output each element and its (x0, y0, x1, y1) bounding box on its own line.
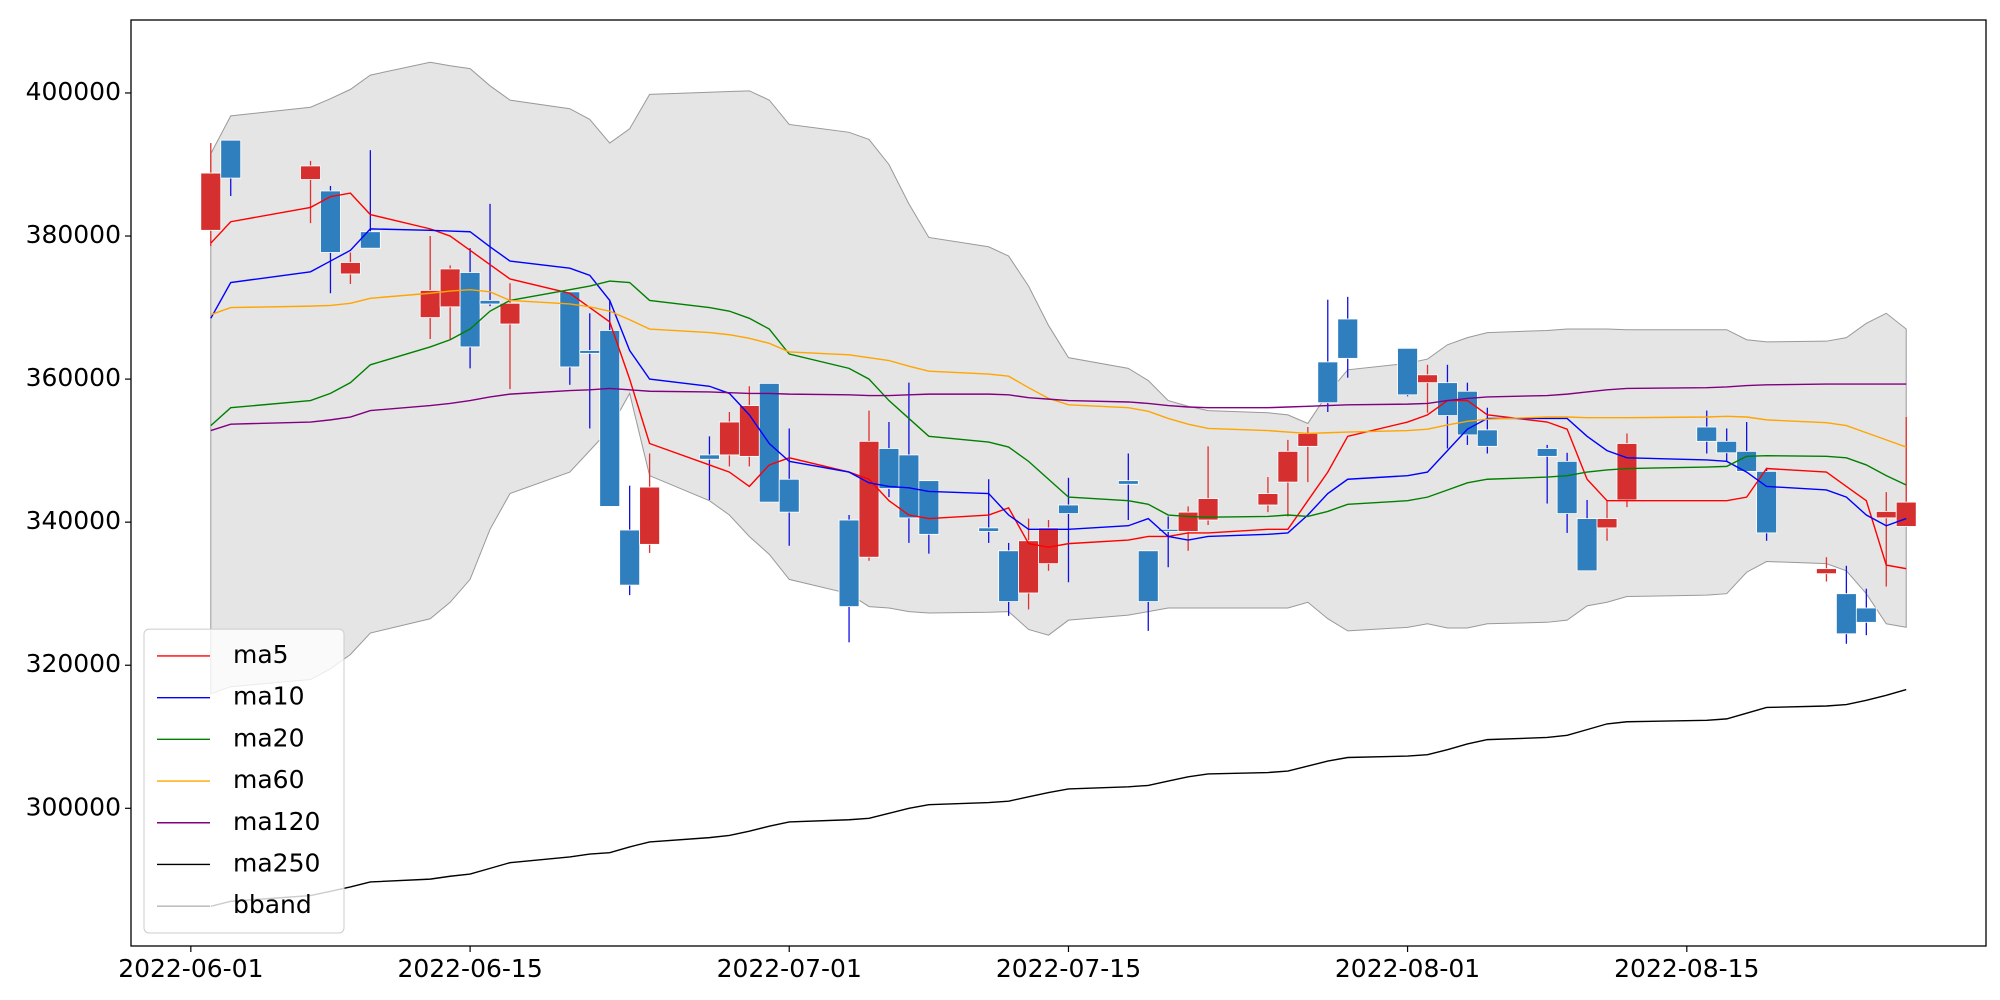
plot-frame (130, 19, 1987, 947)
candle-body (1855, 607, 1877, 623)
x-tick-label: 2022-06-15 (397, 954, 542, 983)
y-tick-label: 320000 (26, 649, 121, 678)
candle-body (918, 480, 940, 535)
candle-body (459, 272, 481, 348)
candle-body (1895, 501, 1917, 527)
candle-body (320, 190, 341, 253)
candle-body (778, 478, 800, 513)
legend-label: ma20 (233, 723, 304, 752)
candle-body (858, 440, 880, 558)
ma-line (210, 228, 1907, 541)
y-tick-label: 360000 (26, 363, 121, 392)
candle-body (599, 330, 621, 507)
candle-body (1457, 390, 1478, 436)
candle-body (978, 527, 1000, 532)
legend-label: ma60 (233, 765, 304, 794)
candle-body (898, 454, 920, 519)
candle-body (579, 350, 601, 354)
bband-area (210, 61, 1907, 695)
candle-body (340, 262, 361, 275)
legend-box (143, 628, 345, 934)
candle-body (200, 172, 222, 231)
candle-body (1257, 493, 1279, 506)
candle-body (699, 454, 720, 460)
candle-body (1476, 429, 1498, 447)
x-tick-label: 2022-06-01 (118, 954, 263, 983)
candle-body (439, 268, 461, 308)
y-tick-label: 300000 (26, 792, 121, 821)
candle-body (838, 519, 860, 607)
legend-label: bband (233, 890, 312, 919)
candle-body (1556, 460, 1578, 514)
ma-line (210, 288, 1907, 448)
legend-label: ma5 (233, 640, 289, 669)
candle-body (1875, 511, 1897, 519)
ma-line (210, 192, 1907, 570)
candle-body (1696, 426, 1718, 442)
candle-body (1536, 448, 1558, 457)
candle-body (1417, 374, 1438, 384)
x-tick-label: 2022-07-15 (996, 954, 1141, 983)
candle-body (359, 231, 381, 249)
candle-body (1297, 433, 1319, 447)
candle-body (479, 300, 501, 305)
candle-body (1397, 347, 1418, 396)
candle-body (1117, 480, 1139, 485)
candle-body (1337, 318, 1359, 359)
x-tick-label: 2022-07-01 (717, 954, 862, 983)
candle-body (1197, 498, 1219, 521)
y-tick-label: 380000 (26, 220, 121, 249)
candle-body (300, 165, 321, 180)
candle-body (220, 139, 242, 179)
legend-label: ma250 (233, 848, 320, 877)
candle-body (1058, 504, 1079, 514)
candle-body (738, 405, 760, 457)
candle-body (1317, 361, 1339, 404)
legend-label: ma120 (233, 807, 320, 836)
candle-body (998, 550, 1020, 602)
x-tick-label: 2022-08-01 (1335, 954, 1480, 983)
ma-line (210, 383, 1907, 432)
candle-body (1716, 440, 1738, 454)
legend: ma5 ma10 ma20 ma60 ma120 ma250 bband (143, 628, 345, 934)
y-tick-label: 400000 (26, 77, 121, 106)
candle-body (719, 421, 740, 456)
candle-body (1616, 443, 1638, 501)
legend-label: ma10 (233, 682, 304, 711)
candle-body (1816, 568, 1837, 575)
candle-body (1596, 518, 1618, 529)
ma-line (210, 280, 1907, 518)
candle-body (1018, 540, 1039, 594)
candle-body (1137, 550, 1159, 602)
ma-line (210, 688, 1907, 907)
candle-body (878, 448, 900, 489)
candle-body (1836, 593, 1857, 635)
candle-body (559, 291, 581, 368)
candle-body (1277, 450, 1299, 483)
candle-body (639, 486, 660, 545)
candle-body (1576, 518, 1598, 572)
y-tick-label: 340000 (26, 506, 121, 535)
x-tick-label: 2022-08-15 (1614, 954, 1759, 983)
candle-body (619, 529, 641, 586)
candle-body (1177, 511, 1199, 532)
candle-body (499, 302, 521, 325)
